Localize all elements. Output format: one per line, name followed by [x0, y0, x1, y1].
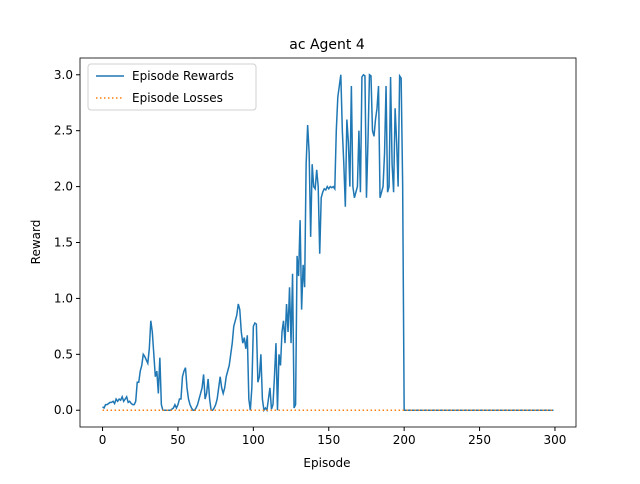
legend: Episode Rewards Episode Losses [87, 63, 257, 111]
y-tick-label: 2.5 [54, 124, 73, 138]
series-line [102, 73, 554, 413]
x-axis-label: Episode [303, 456, 350, 470]
legend-label: Episode Losses [132, 91, 223, 105]
y-tick-label: 0.0 [54, 403, 73, 417]
y-tick-label: 3.0 [54, 68, 73, 82]
x-tick-label: 0 [99, 433, 107, 447]
x-tick-label: 100 [242, 433, 265, 447]
x-tick-label: 250 [468, 433, 491, 447]
legend-label: Episode Rewards [132, 69, 234, 83]
y-tick-label: 1.5 [54, 236, 73, 250]
legend-box [87, 63, 257, 111]
y-tick-label: 2.0 [54, 180, 73, 194]
y-tick-label: 0.5 [54, 347, 73, 361]
y-axis-label: Reward [29, 220, 43, 265]
x-tick-label: 150 [317, 433, 340, 447]
x-tick-label: 300 [544, 433, 567, 447]
x-tick-label: 200 [393, 433, 416, 447]
chart-title: ac Agent 4 [289, 37, 365, 53]
x-tick-label: 50 [170, 433, 185, 447]
plot-frame [79, 57, 577, 428]
y-tick-label: 1.0 [54, 291, 73, 305]
